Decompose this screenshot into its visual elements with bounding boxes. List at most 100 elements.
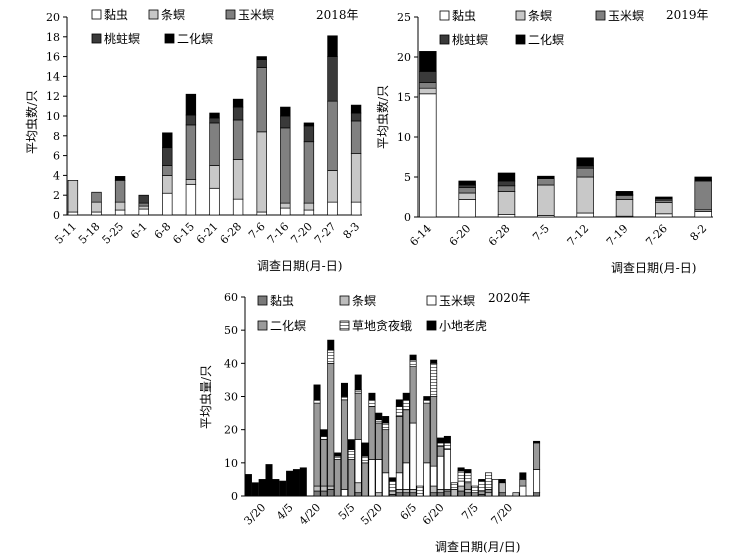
bar-segment: [327, 35, 338, 57]
y-tick-label: 8: [53, 130, 60, 143]
bar-segment: [303, 125, 315, 143]
bar-segment: [258, 479, 266, 497]
bar-segment: [430, 485, 438, 494]
bar-segment: [256, 59, 267, 68]
bar-segment: [478, 490, 486, 495]
bar-segment: [576, 165, 594, 169]
bar-segment: [162, 132, 173, 149]
bar-segment: [694, 211, 712, 218]
bar-segment: [279, 480, 287, 497]
chart-2020-ylabel: 平均虫量/只: [199, 365, 213, 429]
bar-segment: [437, 492, 445, 497]
bar-segment: [419, 93, 437, 218]
bar-segment: [334, 455, 342, 460]
bar-segment: [423, 462, 431, 497]
bar-segment: [533, 440, 541, 444]
bar-segment: [457, 490, 465, 497]
bar-segment: [368, 459, 376, 497]
bar-segment: [457, 485, 465, 492]
x-tick-label: 6/20: [420, 501, 447, 528]
bar-segment: [209, 112, 220, 119]
bar-segment: [327, 201, 338, 216]
y-tick-label: 60: [224, 291, 238, 304]
bar-segment: [313, 402, 321, 487]
bar-segment: [430, 359, 438, 364]
bar-segment: [114, 209, 126, 216]
bar-segment: [450, 489, 458, 497]
bar-segment: [162, 147, 173, 166]
bar-segment: [409, 354, 417, 361]
bar-segment: [232, 159, 244, 200]
bar-segment: [464, 489, 472, 494]
bar-segment: [409, 359, 417, 367]
bar-segment: [458, 199, 476, 218]
bar-segment: [497, 214, 516, 218]
bar-segment: [354, 389, 362, 394]
bar-segment: [395, 492, 403, 497]
bar-segment: [694, 176, 712, 181]
bar-segment: [576, 212, 594, 218]
y-tick-label: 0: [53, 209, 60, 222]
bar-segment: [280, 106, 291, 117]
bar-segment: [416, 485, 424, 497]
bar-segment: [232, 119, 244, 160]
bar-segment: [382, 429, 390, 474]
chart-2019-xlabel: 调查日期(月-日): [611, 261, 696, 275]
y-tick-label: 40: [224, 357, 238, 370]
bar-segment: [576, 176, 594, 214]
bar-segment: [423, 402, 431, 464]
legend-label: 桃蛀螟: [104, 31, 140, 46]
bar-segment: [114, 201, 126, 211]
bar-segment: [443, 490, 451, 497]
bar-segment: [533, 492, 541, 497]
y-tick-label: 10: [46, 110, 60, 123]
y-tick-label: 0: [231, 490, 238, 503]
y-tick-label: 10: [397, 131, 411, 144]
bar-segment: [232, 106, 244, 121]
bar-segment: [402, 462, 410, 490]
bar-segment: [209, 187, 220, 216]
bar-segment: [498, 492, 506, 497]
bar-segment: [265, 464, 273, 497]
bar-segment: [533, 469, 541, 494]
bar-segment: [114, 176, 126, 181]
bar-segment: [347, 449, 355, 460]
bar-segment: [478, 479, 486, 482]
y-tick-label: 15: [397, 91, 411, 104]
bar-segment: [334, 459, 342, 497]
x-tick-label: 5/5: [336, 501, 358, 523]
bar-segment: [354, 492, 362, 497]
bar-segment: [185, 124, 197, 180]
bar-segment: [395, 472, 403, 490]
bar-segment: [457, 470, 465, 482]
bar-segment: [280, 207, 291, 216]
legend-swatch: [515, 34, 526, 45]
bar-segment: [615, 195, 634, 200]
bar-segment: [395, 416, 403, 474]
bar-segment: [519, 479, 527, 487]
bar-segment: [430, 396, 438, 467]
legend-label: 黏虫: [270, 294, 294, 308]
bar-segment: [280, 202, 291, 209]
legend-label: 玉米螟: [608, 9, 644, 23]
bar-segment: [91, 211, 102, 216]
legend-label: 玉米螟: [238, 8, 274, 22]
x-tick-label: 5-18: [76, 220, 103, 247]
x-tick-label: 4/5: [274, 501, 296, 523]
y-tick-label: 10: [224, 457, 238, 470]
bar-segment: [419, 71, 437, 83]
bar-segment: [430, 362, 438, 397]
chart-2020-xlabel: 调查日期(月/日): [435, 540, 520, 554]
bar-segment: [437, 489, 445, 494]
legend-label: 二化螟: [177, 32, 213, 46]
x-tick-label: 5-11: [52, 220, 79, 247]
bar-segment: [347, 439, 355, 450]
x-tick-label: 6-21: [194, 220, 221, 247]
bar-segment: [437, 455, 445, 490]
legend-label: 二化螟: [270, 319, 306, 333]
bar-segment: [419, 82, 437, 89]
bar-segment: [327, 489, 335, 497]
x-tick-label: 6-20: [447, 222, 474, 249]
bar-segment: [313, 384, 321, 401]
